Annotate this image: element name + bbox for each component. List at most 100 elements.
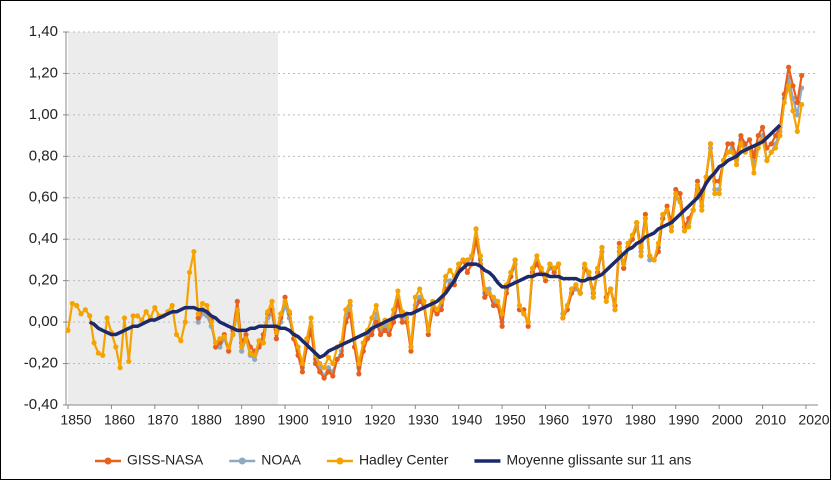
point [373,302,379,309]
point [308,315,314,321]
point [239,344,245,350]
point [482,294,488,300]
point [126,358,132,365]
x-tick-label: 1920 [364,412,395,428]
x-tick-label: 1940 [451,412,482,428]
point [794,128,800,135]
point [786,64,792,70]
point [91,340,97,346]
point [516,302,523,309]
point [195,311,201,317]
point [282,294,288,300]
point [273,329,279,336]
point [213,344,219,350]
point [551,269,557,275]
point [703,174,709,180]
point [642,215,648,222]
point [330,373,336,379]
legend-label: NOAA [261,452,301,468]
point [113,344,119,350]
point [178,338,184,344]
y-tick-label: 0,60 [29,189,58,206]
point [529,265,536,271]
point [226,344,232,350]
legend-marker [104,457,112,465]
point [486,286,492,292]
point [325,354,332,360]
point [729,141,735,147]
point [117,365,123,371]
point [369,315,375,321]
point [317,360,323,367]
point [278,311,284,317]
point [330,360,336,367]
point [343,307,349,313]
point [121,315,128,321]
point [499,323,505,329]
point [299,369,306,375]
x-tick-label: 1970 [581,412,612,428]
point [495,298,501,304]
x-tick-label: 1980 [625,412,656,428]
point [486,290,492,296]
point [547,261,553,267]
x-tick-label: 1860 [104,412,135,428]
x-tick-label: 1890 [234,412,265,428]
point [725,141,731,147]
point [295,344,301,350]
point [425,327,431,333]
point [751,153,757,159]
point [751,170,757,176]
point [668,228,675,234]
point [647,253,653,259]
point [173,331,180,338]
point [573,282,579,288]
point [521,311,527,317]
point [790,83,796,89]
legend-marker [336,457,344,465]
point [564,302,570,309]
point [794,99,800,106]
point [239,348,245,354]
point [204,302,210,309]
point [399,309,405,315]
point [577,290,583,296]
point [746,137,753,143]
point [199,300,206,307]
point [425,331,431,338]
point [390,307,397,313]
x-tick-label: 1910 [321,412,352,428]
point [677,191,683,197]
x-tick-label: 1990 [668,412,699,428]
point [143,309,149,315]
point [286,309,292,315]
y-tick-label: 1,00 [29,106,58,123]
point [100,352,106,358]
point [560,315,566,321]
point [265,309,271,315]
point [65,327,71,333]
y-tick-label: -0,40 [24,396,58,413]
point [438,307,444,313]
point [651,257,657,263]
point [759,124,766,130]
point [608,286,614,292]
point [317,369,323,375]
y-tick-label: 0,00 [29,313,58,330]
x-tick-label: 1960 [538,412,569,428]
legend-label: Moyenne glissante sur 11 ans [506,452,691,468]
point [464,257,470,263]
point [621,261,627,267]
point [673,191,679,197]
point [482,286,488,292]
point [230,331,236,338]
point [525,323,531,329]
point [321,375,327,381]
point [707,141,714,147]
point [799,101,805,108]
point [417,298,423,304]
point [582,261,588,267]
point [347,298,353,304]
point [768,149,774,155]
point [477,253,484,259]
